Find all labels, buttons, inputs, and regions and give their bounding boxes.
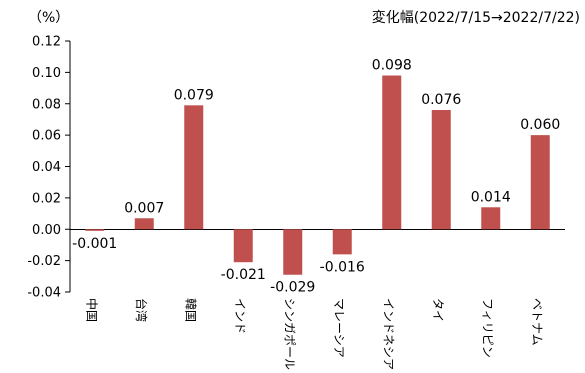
- y-tick-label: 0.12: [32, 35, 61, 50]
- category-labels-group: 中国 台湾 韓国 インド シンガポール マレーシア インドネシア タイ フィリピン ベトナム: [84, 298, 544, 370]
- category-label: 中国: [84, 298, 99, 322]
- y-tick-label: 0.08: [32, 97, 61, 112]
- bar: [184, 105, 204, 230]
- data-label: 0.007: [124, 200, 164, 216]
- bar: [283, 229, 303, 275]
- category-label: フィリピン: [480, 298, 494, 358]
- bar: [134, 218, 154, 230]
- data-labels-group: -0.001 0.007 0.079 -0.021-0.029 -0.016 0.098 0…: [72, 58, 560, 296]
- data-label: 0.076: [421, 92, 461, 108]
- category-label: 台湾: [134, 298, 149, 322]
- y-tick-label: 0.00: [32, 223, 61, 238]
- bar: [382, 75, 402, 230]
- y-tick-label: 0.06: [32, 129, 61, 144]
- bar: [481, 207, 501, 230]
- y-tick-label: -0.02: [27, 254, 61, 269]
- chart-title: 変化幅(2022/7/15→2022/7/22): [372, 9, 580, 26]
- bar: [233, 229, 253, 263]
- bar: [332, 229, 352, 255]
- category-label: インドネシア: [381, 298, 395, 370]
- data-label: -0.021: [221, 267, 266, 283]
- category-label: 韓国: [183, 298, 197, 322]
- data-label: 0.079: [174, 87, 214, 103]
- category-label: ベトナム: [530, 298, 544, 346]
- y-tick-label: 0.04: [32, 160, 61, 175]
- y-tick-label: -0.04: [27, 286, 61, 301]
- category-label: タイ: [431, 298, 445, 322]
- category-label: マレーシア: [332, 298, 346, 358]
- y-tick-label: 0.10: [32, 66, 61, 81]
- category-label: シンガポール: [282, 298, 296, 370]
- category-label: インド: [233, 298, 247, 334]
- y-axis-ticks: 0.12 0.10 0.08 0.06 0.04 0.02 0.00 -0.02 -0.04: [27, 35, 70, 301]
- bar: [431, 110, 451, 230]
- bar: [85, 229, 105, 231]
- bars-group: [85, 75, 550, 275]
- data-label: 0.098: [372, 58, 412, 74]
- y-tick-label: 0.02: [32, 191, 61, 206]
- data-label: 0.060: [520, 117, 560, 133]
- data-label: -0.029: [270, 280, 315, 296]
- data-label: -0.001: [72, 236, 117, 252]
- data-label: 0.014: [471, 189, 511, 205]
- data-label: -0.016: [320, 259, 365, 275]
- y-unit-label: （%）: [28, 10, 69, 26]
- bar: [530, 135, 550, 230]
